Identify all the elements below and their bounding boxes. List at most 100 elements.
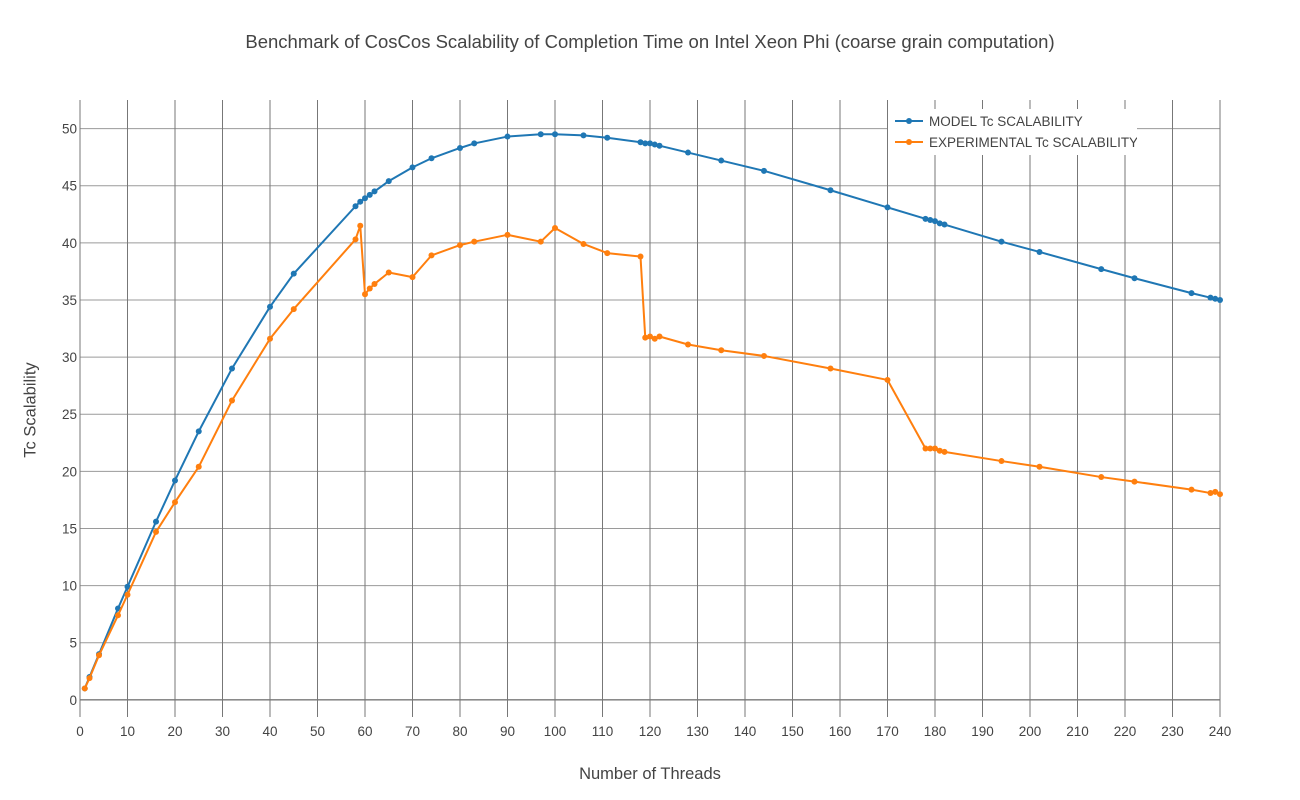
data-point[interactable] xyxy=(1036,248,1043,255)
data-point[interactable] xyxy=(936,220,943,227)
x-tick-label: 230 xyxy=(1161,724,1184,739)
data-point[interactable] xyxy=(884,204,891,211)
data-point[interactable] xyxy=(827,187,834,194)
data-point[interactable] xyxy=(656,333,663,340)
data-point[interactable] xyxy=(371,280,378,287)
data-point[interactable] xyxy=(604,250,611,257)
data-point[interactable] xyxy=(718,157,725,164)
data-point[interactable] xyxy=(124,583,131,590)
data-point[interactable] xyxy=(357,198,364,205)
data-point[interactable] xyxy=(941,448,948,455)
data-point[interactable] xyxy=(115,612,121,619)
data-point[interactable] xyxy=(362,291,368,298)
data-point[interactable] xyxy=(642,140,649,147)
data-point[interactable] xyxy=(932,218,938,225)
data-point[interactable] xyxy=(471,238,478,245)
data-point[interactable] xyxy=(172,477,178,484)
data-point[interactable] xyxy=(153,528,159,535)
legend-label-model: MODEL Tc SCALABILITY xyxy=(929,114,1083,129)
data-point[interactable] xyxy=(637,139,644,146)
data-point[interactable] xyxy=(827,365,834,372)
data-point[interactable] xyxy=(504,231,511,238)
data-point[interactable] xyxy=(580,240,587,247)
data-point[interactable] xyxy=(1131,275,1138,282)
data-point[interactable] xyxy=(229,365,235,372)
legend[interactable]: MODEL Tc SCALABILITY EXPERIMENTAL Tc SCA… xyxy=(888,109,1138,155)
data-point[interactable] xyxy=(471,140,478,147)
data-point[interactable] xyxy=(96,652,102,659)
data-point[interactable] xyxy=(932,445,938,452)
data-point[interactable] xyxy=(352,236,359,243)
data-point[interactable] xyxy=(927,445,934,452)
data-point[interactable] xyxy=(366,285,373,292)
data-point[interactable] xyxy=(552,224,558,231)
data-point[interactable] xyxy=(647,333,653,340)
data-point[interactable] xyxy=(229,397,235,404)
data-point[interactable] xyxy=(357,222,364,229)
data-point[interactable] xyxy=(651,335,658,342)
data-point[interactable] xyxy=(537,131,544,138)
data-point[interactable] xyxy=(1212,295,1219,302)
data-point[interactable] xyxy=(1036,463,1043,470)
data-point[interactable] xyxy=(1207,490,1214,497)
data-point[interactable] xyxy=(385,178,392,185)
data-point[interactable] xyxy=(290,270,297,277)
data-point[interactable] xyxy=(1217,296,1223,303)
data-point[interactable] xyxy=(642,334,649,341)
data-point[interactable] xyxy=(153,518,159,525)
data-point[interactable] xyxy=(267,303,273,310)
data-point[interactable] xyxy=(998,458,1005,465)
data-point[interactable] xyxy=(922,445,929,452)
data-point[interactable] xyxy=(1098,266,1105,273)
data-point[interactable] xyxy=(1098,474,1105,481)
data-point[interactable] xyxy=(409,164,416,171)
data-point[interactable] xyxy=(195,463,202,470)
x-tick-label: 200 xyxy=(1019,724,1042,739)
data-point[interactable] xyxy=(884,376,891,383)
data-point[interactable] xyxy=(371,188,378,195)
data-point[interactable] xyxy=(685,149,691,156)
data-point[interactable] xyxy=(81,685,88,692)
data-point[interactable] xyxy=(195,428,202,435)
data-point[interactable] xyxy=(457,242,463,249)
data-point[interactable] xyxy=(941,221,948,228)
data-point[interactable] xyxy=(651,141,658,148)
data-point[interactable] xyxy=(604,134,611,141)
data-point[interactable] xyxy=(761,352,767,359)
data-point[interactable] xyxy=(998,238,1005,245)
data-point[interactable] xyxy=(504,133,511,140)
data-point[interactable] xyxy=(1207,294,1214,301)
data-point[interactable] xyxy=(1188,290,1195,297)
data-point[interactable] xyxy=(457,144,463,151)
data-point[interactable] xyxy=(267,335,273,342)
data-point[interactable] xyxy=(718,347,725,354)
data-point[interactable] xyxy=(685,341,691,348)
x-tick-label: 110 xyxy=(592,724,614,739)
data-point[interactable] xyxy=(1188,486,1195,493)
data-point[interactable] xyxy=(124,591,131,598)
data-point[interactable] xyxy=(1212,488,1219,495)
x-tick-label: 40 xyxy=(262,724,277,739)
data-point[interactable] xyxy=(366,191,373,198)
data-point[interactable] xyxy=(290,306,297,313)
data-point[interactable] xyxy=(761,167,767,174)
data-point[interactable] xyxy=(172,499,178,506)
data-point[interactable] xyxy=(922,215,929,222)
data-point[interactable] xyxy=(428,155,435,162)
data-point[interactable] xyxy=(428,252,435,259)
data-point[interactable] xyxy=(580,132,587,139)
data-point[interactable] xyxy=(362,195,368,202)
data-point[interactable] xyxy=(409,274,416,281)
data-point[interactable] xyxy=(656,142,663,149)
data-point[interactable] xyxy=(86,675,93,682)
data-point[interactable] xyxy=(352,203,359,210)
data-point[interactable] xyxy=(927,216,934,223)
data-point[interactable] xyxy=(936,447,943,454)
data-point[interactable] xyxy=(637,253,644,260)
data-point[interactable] xyxy=(537,238,544,245)
data-point[interactable] xyxy=(647,140,653,147)
data-point[interactable] xyxy=(1217,491,1223,498)
data-point[interactable] xyxy=(385,269,392,276)
data-point[interactable] xyxy=(1131,478,1138,485)
data-point[interactable] xyxy=(552,131,558,138)
